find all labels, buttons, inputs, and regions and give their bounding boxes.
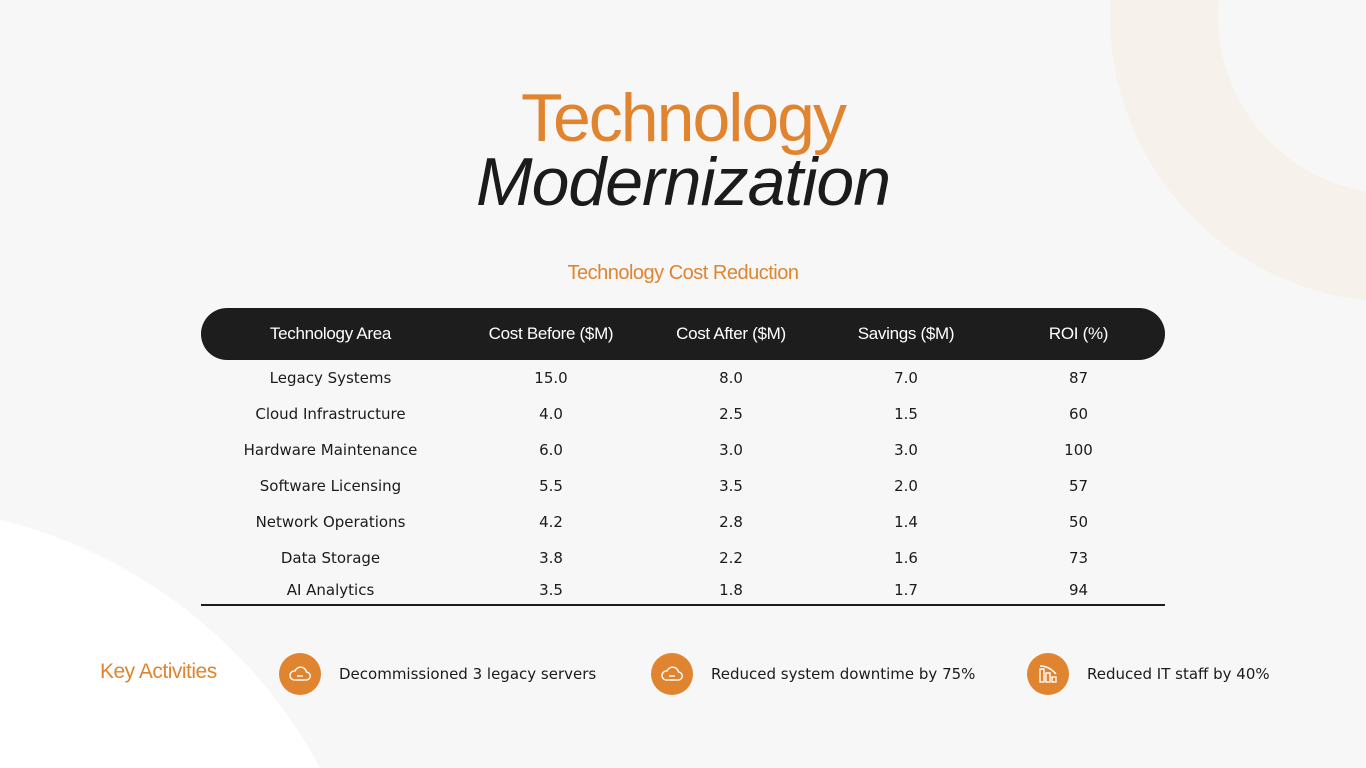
title-line-2: Modernization — [475, 144, 891, 220]
cell-cost-after: 3.0 — [719, 441, 743, 459]
cell-area: Legacy Systems — [269, 369, 392, 387]
cell-area: Data Storage — [280, 549, 381, 567]
cell-cost-before: 3.5 — [460, 576, 642, 606]
cell-savings: 2.0 — [894, 477, 918, 495]
activity-text: Decommissioned 3 legacy servers — [339, 665, 597, 683]
cost-reduction-table: Technology Area Cost Before ($M) Cost Af… — [201, 308, 1165, 606]
cell-roi: 87 — [1068, 369, 1089, 387]
activity-text: Reduced IT staff by 40% — [1087, 665, 1270, 683]
table-row: Legacy Systems 15.0 8.0 7.0 87 — [201, 360, 1165, 396]
cell-savings: 1.7 — [820, 576, 992, 606]
table-row: Cloud Infrastructure 4.0 2.5 1.5 60 — [201, 396, 1165, 432]
cell-cost-after: 2.8 — [719, 513, 743, 531]
cloud-icon — [279, 653, 321, 695]
cell-roi: 73 — [1068, 549, 1089, 567]
table-header-row: Technology Area Cost Before ($M) Cost Af… — [201, 308, 1165, 360]
cell-cost-before: 5.5 — [539, 477, 563, 495]
cell-cost-after: 8.0 — [719, 369, 743, 387]
activity-item: Reduced IT staff by 40% — [1027, 653, 1270, 695]
cell-area: Cloud Infrastructure — [255, 405, 406, 423]
table-row: Network Operations 4.2 2.8 1.4 50 — [201, 504, 1165, 540]
cell-savings: 1.4 — [894, 513, 918, 531]
cell-cost-before: 3.8 — [539, 549, 563, 567]
cell-roi: 57 — [1068, 477, 1089, 495]
activity-text: Reduced system downtime by 75% — [711, 665, 976, 683]
cell-area: Software Licensing — [259, 477, 402, 495]
cell-cost-after: 1.8 — [642, 576, 820, 606]
header-cost-before: Cost Before ($M) — [460, 308, 642, 360]
cell-roi: 60 — [1068, 405, 1089, 423]
title-line-1: Technology — [520, 80, 847, 156]
cell-cost-after: 3.5 — [719, 477, 743, 495]
cell-roi: 100 — [1064, 441, 1093, 459]
header-technology-area: Technology Area — [201, 308, 460, 360]
cell-savings: 1.5 — [894, 405, 918, 423]
activity-item: Decommissioned 3 legacy servers — [279, 653, 596, 695]
key-activities-label: Key Activities — [100, 660, 217, 683]
cell-cost-before: 15.0 — [534, 369, 568, 387]
header-roi: ROI (%) — [992, 308, 1165, 360]
table-row: Hardware Maintenance 6.0 3.0 3.0 100 — [201, 432, 1165, 468]
table-row: Software Licensing 5.5 3.5 2.0 57 — [201, 468, 1165, 504]
activity-item: Reduced system downtime by 75% — [651, 653, 975, 695]
cell-savings: 1.6 — [894, 549, 918, 567]
slide-title: Technology Modernization — [0, 80, 1366, 220]
cell-area: AI Analytics — [201, 576, 460, 606]
header-savings: Savings ($M) — [820, 308, 992, 360]
cell-area: Hardware Maintenance — [243, 441, 418, 459]
table-title: Technology Cost Reduction — [567, 262, 799, 284]
cell-savings: 3.0 — [894, 441, 918, 459]
cell-area: Network Operations — [255, 513, 406, 531]
table-row: AI Analytics 3.5 1.8 1.7 94 — [201, 576, 1165, 606]
cloud-icon — [651, 653, 693, 695]
table-row: Data Storage 3.8 2.2 1.6 73 — [201, 540, 1165, 576]
bar-chart-decline-icon — [1027, 653, 1069, 695]
cell-roi: 94 — [992, 576, 1165, 606]
cell-cost-before: 6.0 — [539, 441, 563, 459]
cell-cost-before: 4.0 — [539, 405, 563, 423]
cell-cost-after: 2.5 — [719, 405, 743, 423]
cell-cost-after: 2.2 — [719, 549, 743, 567]
cell-savings: 7.0 — [894, 369, 918, 387]
cell-cost-before: 4.2 — [539, 513, 563, 531]
cell-roi: 50 — [1068, 513, 1089, 531]
header-cost-after: Cost After ($M) — [642, 308, 820, 360]
key-activities: Key Activities Decommissioned 3 legacy s… — [0, 650, 1366, 698]
